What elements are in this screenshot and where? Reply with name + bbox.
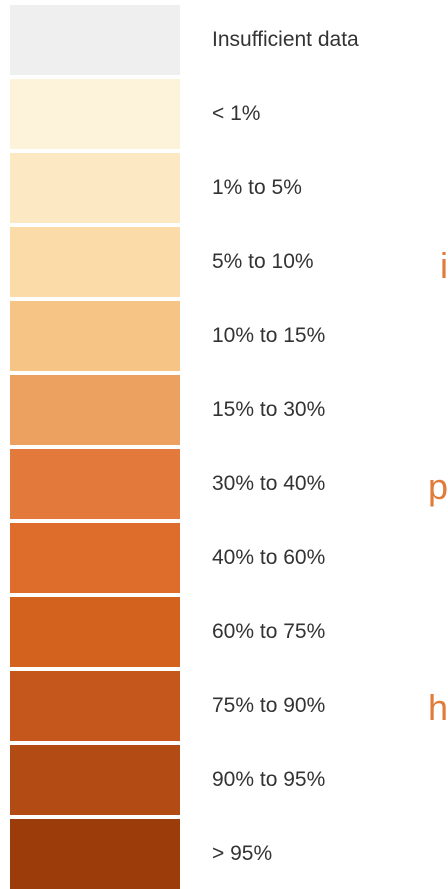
legend-label: 30% to 40% <box>212 449 325 519</box>
cropped-text-1: i <box>440 246 448 286</box>
legend-swatch <box>10 523 180 593</box>
cropped-text-2: p <box>428 467 448 507</box>
legend-swatch <box>10 5 180 75</box>
legend-item: 30% to 40% <box>0 449 448 519</box>
legend-item: 60% to 75% <box>0 597 448 667</box>
legend-item: 15% to 30% <box>0 375 448 445</box>
legend-item: Insufficient data <box>0 5 448 75</box>
legend-label: 15% to 30% <box>212 375 325 445</box>
legend-label: 90% to 95% <box>212 745 325 815</box>
legend-item: 10% to 15% <box>0 301 448 371</box>
legend-label: 75% to 90% <box>212 671 325 741</box>
legend-label: > 95% <box>212 819 272 889</box>
legend-swatch <box>10 671 180 741</box>
legend-swatch <box>10 301 180 371</box>
legend-label: Insufficient data <box>212 5 359 75</box>
legend-label: 5% to 10% <box>212 227 314 297</box>
legend-label: 10% to 15% <box>212 301 325 371</box>
legend-swatch <box>10 227 180 297</box>
legend-label: 1% to 5% <box>212 153 302 223</box>
legend-item: 90% to 95% <box>0 745 448 815</box>
legend-item: > 95% <box>0 819 448 889</box>
legend-swatch <box>10 597 180 667</box>
legend-label: < 1% <box>212 79 260 149</box>
legend-swatch <box>10 449 180 519</box>
legend-label: 60% to 75% <box>212 597 325 667</box>
legend-item: 40% to 60% <box>0 523 448 593</box>
legend-item: 5% to 10% <box>0 227 448 297</box>
legend-swatch <box>10 745 180 815</box>
cropped-text-3: h <box>428 688 448 728</box>
legend-swatch <box>10 153 180 223</box>
legend-item: < 1% <box>0 79 448 149</box>
legend-item: 75% to 90% <box>0 671 448 741</box>
legend-swatch <box>10 819 180 889</box>
legend-swatch <box>10 79 180 149</box>
legend-swatch <box>10 375 180 445</box>
legend-item: 1% to 5% <box>0 153 448 223</box>
legend-label: 40% to 60% <box>212 523 325 593</box>
